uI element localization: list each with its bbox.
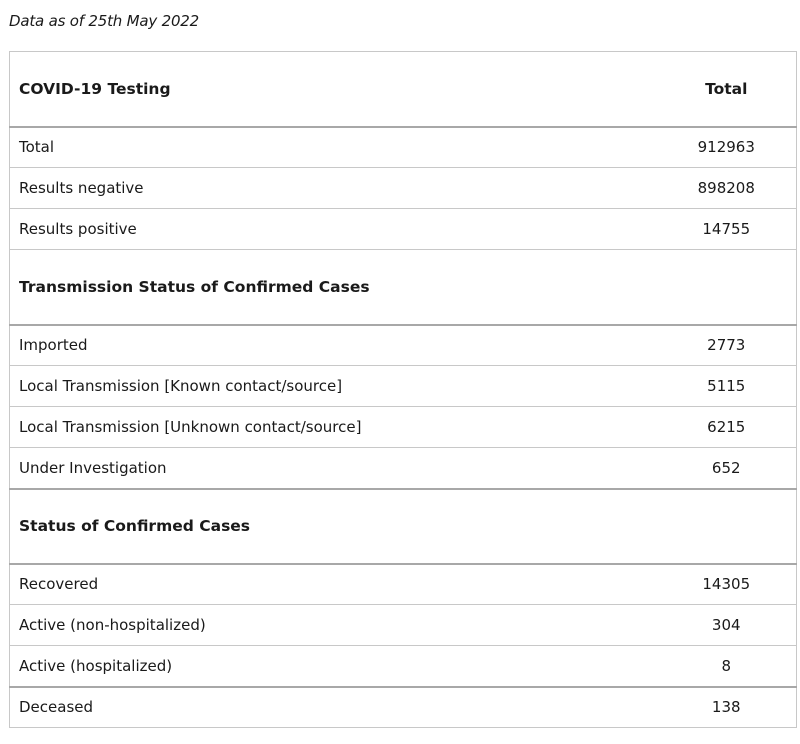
row-label: Local Transmission [Known contact/source… bbox=[9, 365, 657, 407]
table-row: Imported 2773 bbox=[9, 324, 797, 366]
row-label: Imported bbox=[9, 324, 657, 366]
row-value: 912963 bbox=[656, 126, 797, 168]
row-label: Under Investigation bbox=[9, 447, 657, 490]
row-label: Recovered bbox=[9, 563, 657, 605]
row-label: Active (hospitalized) bbox=[9, 645, 657, 688]
row-label: Results negative bbox=[9, 167, 657, 209]
table-row: Results negative 898208 bbox=[9, 167, 797, 209]
row-value: 652 bbox=[656, 447, 797, 490]
row-value: 14755 bbox=[656, 208, 797, 250]
status-heading: Status of Confirmed Cases bbox=[9, 488, 657, 565]
table-row: Active (hospitalized) 8 bbox=[9, 645, 797, 688]
status-header-row: Status of Confirmed Cases bbox=[9, 488, 797, 565]
testing-heading: COVID-19 Testing bbox=[9, 51, 657, 128]
row-value: 5115 bbox=[656, 365, 797, 407]
row-label: Total bbox=[9, 126, 657, 168]
table-row: Local Transmission [Unknown contact/sour… bbox=[9, 406, 797, 448]
covid-stats-table: COVID-19 Testing Total Total 912963 Resu… bbox=[9, 51, 797, 728]
transmission-heading: Transmission Status of Confirmed Cases bbox=[9, 249, 657, 326]
row-value: 2773 bbox=[656, 324, 797, 366]
row-label: Local Transmission [Unknown contact/sour… bbox=[9, 406, 657, 448]
transmission-header-empty bbox=[656, 249, 797, 326]
table-row: Local Transmission [Known contact/source… bbox=[9, 365, 797, 407]
status-header-empty bbox=[656, 488, 797, 565]
row-label: Deceased bbox=[9, 686, 657, 728]
total-column-header: Total bbox=[656, 51, 797, 128]
row-value: 138 bbox=[656, 686, 797, 728]
table-row: Deceased 138 bbox=[9, 686, 797, 728]
row-label: Results positive bbox=[9, 208, 657, 250]
row-value: 6215 bbox=[656, 406, 797, 448]
row-value: 898208 bbox=[656, 167, 797, 209]
row-value: 8 bbox=[656, 645, 797, 688]
row-value: 14305 bbox=[656, 563, 797, 605]
table-row: Under Investigation 652 bbox=[9, 447, 797, 490]
row-value: 304 bbox=[656, 604, 797, 646]
transmission-header-row: Transmission Status of Confirmed Cases bbox=[9, 249, 797, 326]
testing-header-row: COVID-19 Testing Total bbox=[9, 51, 797, 128]
table-row: Active (non-hospitalized) 304 bbox=[9, 604, 797, 646]
table-row: Recovered 14305 bbox=[9, 563, 797, 605]
row-label: Active (non-hospitalized) bbox=[9, 604, 657, 646]
data-as-of-note: Data as of 25th May 2022 bbox=[9, 12, 199, 30]
table-row: Total 912963 bbox=[9, 126, 797, 168]
table-row: Results positive 14755 bbox=[9, 208, 797, 250]
